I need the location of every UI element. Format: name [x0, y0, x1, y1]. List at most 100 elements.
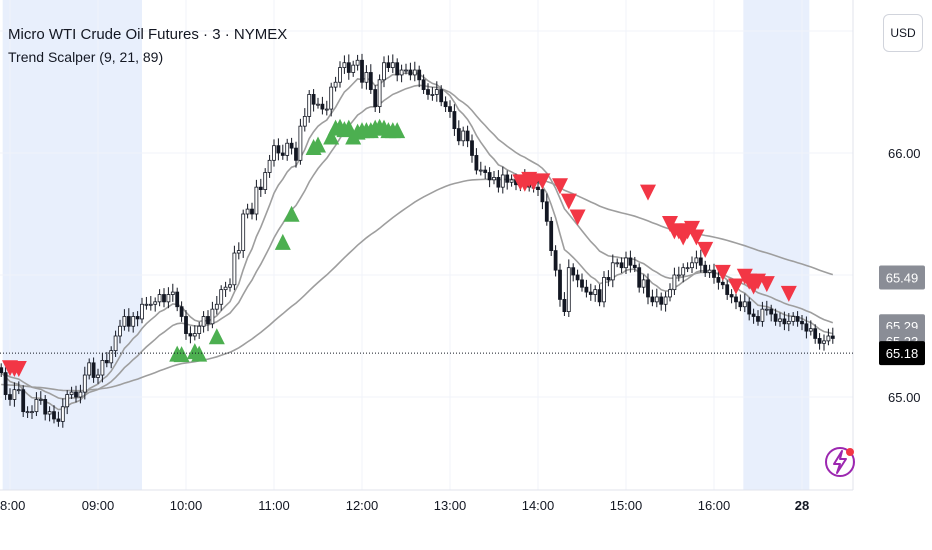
candle	[126, 308, 131, 332]
candle	[465, 125, 470, 148]
candle	[179, 301, 184, 322]
candle	[232, 245, 237, 291]
candle	[118, 319, 122, 344]
candle	[461, 126, 466, 147]
candle	[285, 138, 290, 161]
x-tick-label: 28	[795, 498, 809, 513]
candle	[60, 398, 65, 428]
candle	[668, 283, 672, 302]
sell-signal-triangle	[684, 220, 700, 237]
candle	[140, 297, 144, 324]
candle	[214, 295, 219, 315]
candle	[791, 312, 796, 326]
candle	[320, 96, 325, 115]
price-tag: 65.18	[879, 341, 925, 366]
candle	[153, 297, 158, 312]
candle	[223, 281, 228, 297]
candle	[808, 320, 813, 336]
candle	[663, 291, 668, 312]
candle	[795, 311, 800, 327]
candle	[549, 216, 554, 256]
candle	[109, 346, 114, 369]
candle	[681, 263, 686, 283]
candle	[355, 54, 360, 71]
lightning-icon[interactable]	[822, 444, 858, 480]
candle	[377, 74, 382, 113]
candle	[3, 367, 8, 400]
price-tag: 65.49	[879, 265, 925, 290]
candle	[439, 85, 444, 107]
sell-signal-triangle	[714, 264, 731, 281]
candle	[144, 296, 149, 310]
candle	[822, 334, 826, 351]
candle	[641, 274, 646, 294]
candle	[289, 137, 294, 155]
candle	[725, 280, 730, 300]
candle	[571, 263, 576, 282]
candle	[38, 391, 43, 405]
candle	[324, 100, 329, 116]
candle	[228, 278, 232, 292]
candle	[307, 90, 312, 123]
candle	[148, 295, 153, 311]
candle	[8, 388, 12, 406]
candle	[813, 324, 818, 344]
currency-button[interactable]: USD	[883, 14, 923, 52]
candle	[615, 258, 620, 268]
candle	[298, 118, 303, 165]
candle	[558, 263, 562, 307]
candle	[443, 96, 448, 113]
candle	[245, 203, 250, 219]
sell-signal-triangle	[552, 178, 568, 195]
x-tick-label: 11:00	[258, 498, 290, 513]
candle	[241, 209, 246, 258]
x-tick-label: 14:00	[522, 498, 555, 513]
candle	[426, 83, 430, 100]
candle	[817, 333, 822, 350]
candle	[562, 292, 567, 316]
candle	[610, 254, 615, 288]
signal-markers	[2, 118, 797, 377]
candle	[456, 120, 461, 146]
candle	[47, 406, 52, 422]
candle	[157, 289, 162, 307]
candle	[452, 104, 457, 136]
grid-lines	[0, 0, 853, 490]
candle	[637, 263, 642, 293]
candle	[769, 304, 774, 322]
candle	[16, 381, 21, 395]
x-tick-label: 09:00	[82, 498, 115, 513]
candle	[131, 312, 136, 333]
candle	[412, 61, 417, 82]
candle	[100, 353, 105, 383]
candle	[122, 309, 127, 331]
ema-21-line	[0, 84, 834, 400]
buy-signal-triangle	[274, 233, 291, 250]
session-shade-0	[2, 0, 142, 490]
svg-text:65.49: 65.49	[886, 270, 919, 285]
candle	[659, 292, 664, 311]
candle	[470, 134, 474, 163]
candle	[654, 288, 659, 308]
candle	[496, 170, 501, 193]
sell-signal-triangle	[560, 193, 577, 210]
candle	[87, 358, 92, 380]
candle	[294, 141, 298, 168]
candle	[738, 294, 743, 312]
candle	[729, 289, 734, 304]
candle	[302, 108, 307, 132]
candle	[632, 256, 637, 273]
candle	[597, 284, 602, 307]
candle	[606, 270, 611, 287]
session-shade-1	[743, 0, 810, 490]
x-tick-label: 15:00	[610, 498, 643, 513]
x-tick-label: 8:00	[0, 498, 25, 513]
sell-signal-triangle	[640, 184, 656, 201]
session-shading	[2, 0, 810, 490]
candle	[254, 179, 259, 221]
candle	[188, 326, 193, 344]
x-tick-label: 10:00	[170, 498, 203, 513]
candle	[773, 308, 778, 326]
